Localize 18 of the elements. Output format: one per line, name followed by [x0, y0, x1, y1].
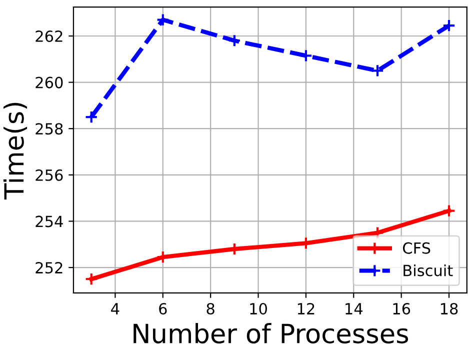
legend-label: Biscuit	[404, 264, 453, 276]
x-tick-label: 14	[346, 303, 362, 314]
x-tick-label: 10	[250, 302, 267, 315]
x-tick-label: 4	[111, 303, 120, 314]
y-tick-label: 254	[36, 216, 63, 228]
y-axis-title: Time(s)	[3, 102, 28, 200]
x-tick-label: 6	[159, 302, 167, 315]
x-tick-label: 16	[393, 302, 410, 315]
y-tick-label: 252	[36, 262, 62, 274]
y-tick-label: 262	[36, 30, 62, 42]
legend-label: CFS	[402, 242, 430, 254]
x-tick-label: 18	[440, 302, 458, 315]
y-tick-label: 256	[36, 169, 63, 181]
y-tick-label: 260	[36, 76, 63, 88]
x-axis-title: Number of Processes	[134, 323, 408, 344]
y-tick-label: 258	[36, 123, 63, 135]
x-tick-label: 8	[206, 302, 214, 315]
x-tick-label: 12	[298, 302, 314, 314]
